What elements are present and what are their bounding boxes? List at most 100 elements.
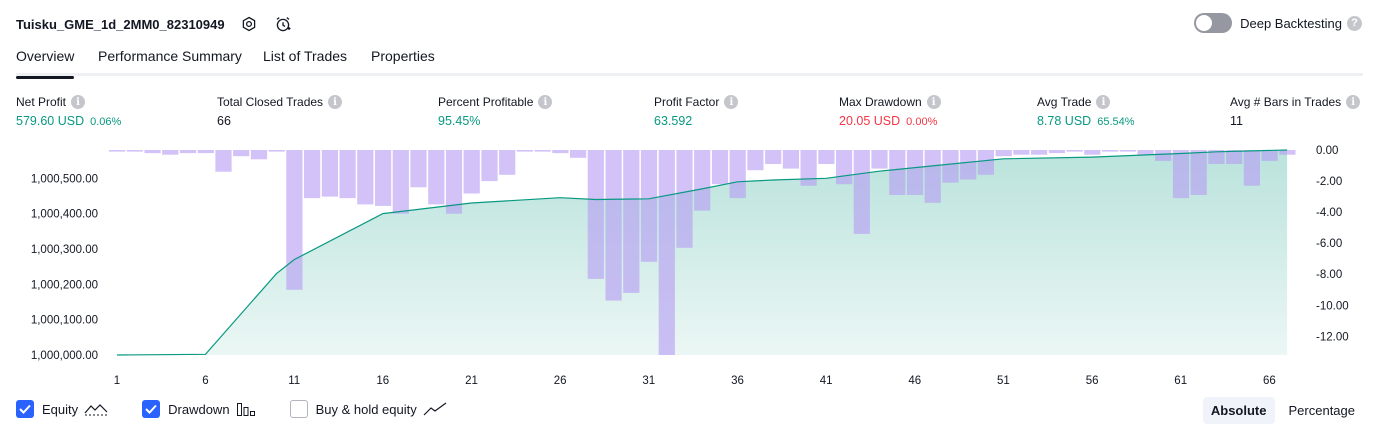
drawdown-bar[interactable]: [1226, 150, 1243, 164]
drawdown-bar[interactable]: [924, 150, 941, 203]
tab-list-of-trades[interactable]: List of Trades: [263, 48, 348, 64]
drawdown-bar[interactable]: [1208, 150, 1225, 164]
drawdown-bar[interactable]: [286, 150, 303, 290]
drawdown-bar[interactable]: [1279, 150, 1296, 155]
drawdown-bar[interactable]: [109, 150, 126, 152]
drawdown-bar[interactable]: [729, 150, 746, 199]
drawdown-bar[interactable]: [445, 150, 463, 214]
drawdown-bar[interactable]: [463, 150, 480, 194]
drawdown-bar[interactable]: [215, 150, 232, 172]
info-icon[interactable]: i: [71, 95, 86, 109]
y-right-tick-label: -2.00: [1316, 176, 1342, 188]
drawdown-bar[interactable]: [233, 150, 250, 157]
drawdown-bar[interactable]: [516, 150, 533, 152]
metric-value: 63.592: [654, 114, 693, 128]
drawdown-bar[interactable]: [250, 150, 268, 160]
question-mark-icon[interactable]: ?: [1347, 15, 1362, 31]
drawdown-bar[interactable]: [1261, 150, 1278, 161]
x-tick-label: 11: [288, 375, 300, 387]
drawdown-bar[interactable]: [1031, 150, 1048, 155]
legend-equity[interactable]: Equity: [16, 400, 108, 418]
drawdown-bar[interactable]: [1102, 150, 1119, 152]
drawdown-bar[interactable]: [392, 150, 409, 214]
info-icon[interactable]: i: [724, 95, 739, 109]
drawdown-bar[interactable]: [587, 150, 604, 279]
drawdown-bar[interactable]: [711, 150, 729, 185]
percentage-button[interactable]: Percentage: [1288, 403, 1356, 418]
drawdown-bar[interactable]: [765, 150, 782, 164]
equity-line[interactable]: [116, 149, 1288, 356]
drawdown-bar[interactable]: [1155, 150, 1172, 161]
metric-max-drawdown: Max Drawdown i 20.05 USD 0.00%: [839, 94, 941, 128]
info-icon[interactable]: i: [328, 95, 343, 109]
drawdown-bar[interactable]: [1190, 150, 1207, 195]
drawdown-bar[interactable]: [1172, 150, 1190, 199]
alarm-clock-icon[interactable]: [273, 14, 293, 34]
drawdown-bar[interactable]: [836, 150, 853, 185]
drawdown-checkbox[interactable]: [142, 400, 161, 418]
drawdown-bar[interactable]: [268, 150, 285, 152]
drawdown-bar[interactable]: [534, 150, 551, 152]
absolute-button[interactable]: Absolute: [1202, 397, 1275, 424]
drawdown-bar[interactable]: [481, 150, 498, 182]
metric-value: 11: [1230, 114, 1243, 128]
drawdown-bar[interactable]: [871, 150, 888, 169]
drawdown-bar[interactable]: [304, 150, 321, 199]
drawdown-bar[interactable]: [1066, 150, 1083, 152]
gear-icon[interactable]: [239, 14, 259, 34]
drawdown-bar[interactable]: [960, 150, 977, 180]
buy-hold-checkbox[interactable]: [289, 400, 308, 418]
buy-hold-line-icon: [423, 401, 447, 417]
info-icon[interactable]: i: [538, 95, 553, 109]
drawdown-bar[interactable]: [570, 150, 587, 158]
drawdown-bar[interactable]: [605, 150, 622, 301]
legend-buy-hold-equity[interactable]: Buy & hold equity: [289, 400, 447, 418]
drawdown-bar[interactable]: [179, 150, 197, 154]
drawdown-bar[interactable]: [357, 150, 374, 205]
drawdown-bar[interactable]: [800, 150, 817, 186]
drawdown-bar[interactable]: [499, 150, 516, 175]
metric-value: 66: [217, 114, 231, 128]
tab-properties[interactable]: Properties: [371, 48, 435, 64]
drawdown-bar[interactable]: [853, 150, 870, 234]
drawdown-bar[interactable]: [747, 150, 764, 171]
drawdown-bar[interactable]: [640, 150, 658, 262]
drawdown-bar[interactable]: [1137, 150, 1154, 155]
drawdown-bar[interactable]: [321, 150, 338, 197]
drawdown-bar[interactable]: [410, 150, 427, 188]
drawdown-bar[interactable]: [623, 150, 640, 293]
drawdown-bar[interactable]: [658, 150, 675, 355]
drawdown-bar[interactable]: [375, 150, 392, 206]
deep-backtesting-toggle[interactable]: [1194, 13, 1233, 33]
drawdown-bar[interactable]: [144, 150, 161, 154]
drawdown-bar[interactable]: [977, 150, 994, 175]
drawdown-bar[interactable]: [676, 150, 693, 248]
tab-overview[interactable]: Overview: [16, 48, 75, 79]
equity-drawdown-chart[interactable]: 1,000,000.00 1,000,100.00 1,000,200.00 1,00…: [0, 140, 1379, 390]
drawdown-bar[interactable]: [995, 150, 1012, 157]
x-tick-label: 51: [997, 375, 1010, 387]
legend-drawdown[interactable]: Drawdown: [142, 400, 255, 418]
drawdown-bar[interactable]: [942, 150, 959, 183]
drawdown-bar[interactable]: [1119, 150, 1136, 152]
tab-performance-summary[interactable]: Performance Summary: [98, 48, 242, 64]
drawdown-bar[interactable]: [552, 150, 569, 154]
drawdown-bar[interactable]: [694, 150, 711, 211]
drawdown-bar[interactable]: [1243, 150, 1260, 186]
drawdown-bar[interactable]: [906, 150, 924, 195]
info-icon[interactable]: i: [1096, 95, 1111, 109]
drawdown-bar[interactable]: [428, 150, 445, 205]
drawdown-bar[interactable]: [1013, 150, 1030, 155]
drawdown-bar[interactable]: [889, 150, 906, 195]
drawdown-bar[interactable]: [197, 150, 214, 154]
info-icon[interactable]: i: [1346, 95, 1361, 109]
drawdown-bar[interactable]: [339, 150, 356, 199]
drawdown-bar[interactable]: [162, 150, 179, 155]
info-icon[interactable]: i: [926, 95, 941, 109]
drawdown-bar[interactable]: [126, 150, 143, 152]
equity-checkbox[interactable]: [16, 400, 34, 418]
drawdown-bar[interactable]: [1048, 150, 1065, 154]
drawdown-bar[interactable]: [1084, 150, 1101, 155]
drawdown-bar[interactable]: [782, 150, 799, 169]
drawdown-bar[interactable]: [818, 150, 835, 164]
